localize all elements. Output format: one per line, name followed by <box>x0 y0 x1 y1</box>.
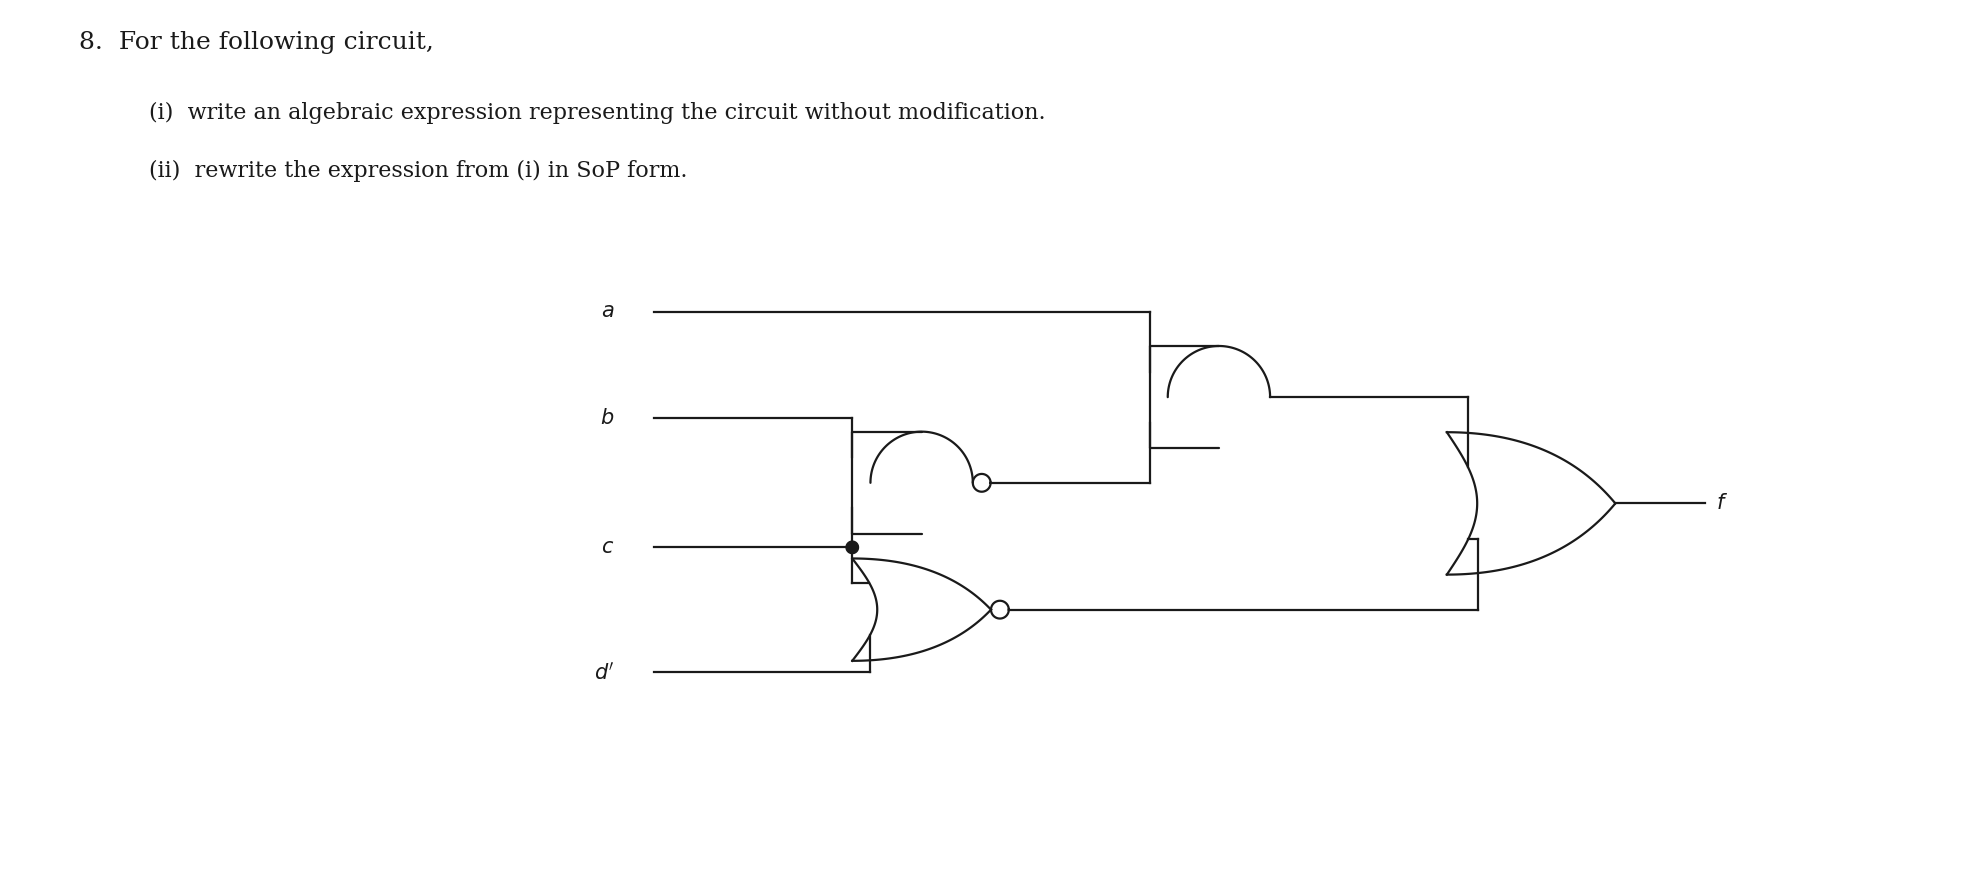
Text: $c$: $c$ <box>601 538 614 557</box>
Text: (ii)  rewrite the expression from (i) in SoP form.: (ii) rewrite the expression from (i) in … <box>149 160 688 182</box>
Text: $a$: $a$ <box>601 302 614 321</box>
Text: $b$: $b$ <box>601 409 614 428</box>
Text: (i)  write an algebraic expression representing the circuit without modification: (i) write an algebraic expression repres… <box>149 102 1045 125</box>
Text: 8.  For the following circuit,: 8. For the following circuit, <box>79 31 434 54</box>
Text: $d'$: $d'$ <box>595 661 614 683</box>
Text: $f$: $f$ <box>1716 493 1728 514</box>
Polygon shape <box>846 541 858 554</box>
